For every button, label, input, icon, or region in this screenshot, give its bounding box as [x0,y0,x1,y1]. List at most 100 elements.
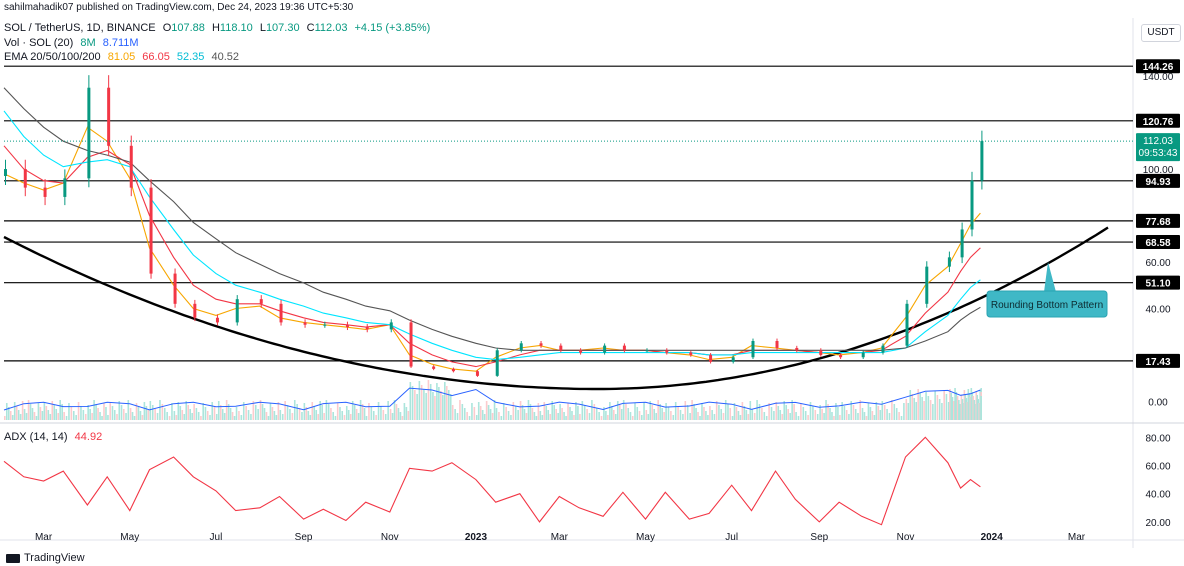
volume-bar [211,402,214,420]
volume-bar [403,403,406,420]
volume-bar [345,406,348,420]
volume-bar [204,407,207,420]
volume-bar [949,389,951,420]
legend-volume-label[interactable]: Vol · SOL (20) [4,37,74,49]
legend-change: +4.15 (+3.85%) [354,22,431,34]
footer-brand: TradingView [6,552,85,564]
volume-bar [684,401,687,420]
volume-bar [739,415,742,420]
candle-body [389,322,393,330]
volume-bar [301,412,303,420]
volume-bar [816,414,819,420]
level-label: 51.10 [1145,279,1170,290]
volume-bar [833,416,835,420]
volume-bar [962,403,965,420]
volume-bar [614,414,617,420]
volume-bar [861,408,864,420]
volume-bar [238,411,240,420]
volume-bar [151,405,154,420]
candle-body [495,350,499,376]
volume-bar [118,401,121,420]
candle-body [451,368,455,372]
volume-bar [625,404,627,420]
candle-body [149,187,153,274]
volume-bar [471,403,473,420]
volume-bar [215,414,218,420]
volume-bar [609,402,611,420]
candle-body [345,324,349,328]
volume-bar [507,411,510,420]
volume-bar [819,405,821,420]
volume-bar [296,404,298,420]
volume-bar [686,405,689,420]
candle-body [980,141,984,181]
volume-bar [339,407,341,420]
legend-adx-label[interactable]: ADX (14, 14) [4,431,68,443]
currency-selector[interactable]: USDT [1141,24,1181,42]
candle-body [665,350,669,353]
volume-bar [657,400,659,420]
volume-bar [240,415,243,420]
volume-bar [368,403,370,420]
volume-bar [735,407,738,420]
volume-bar [545,406,548,420]
candle-body [925,266,929,304]
volume-bar [907,403,910,420]
volume-bar [116,414,118,420]
volume-bar [459,400,461,420]
volume-bar [279,410,282,420]
volume-bar [770,407,773,420]
volume-bar [701,403,703,420]
volume-bar [651,405,654,420]
price-tick-label: 100.00 [1143,165,1174,176]
volume-bar [416,394,418,420]
candle-body [559,345,563,351]
volume-bar [709,406,711,420]
time-tick-label: 2024 [981,532,1004,543]
volume-bar [311,402,314,420]
volume-bar [129,408,132,420]
volume-bar [147,410,150,420]
volume-bar [389,409,392,420]
volume-bar [227,404,230,420]
volume-bar [875,402,878,420]
volume-bar [444,382,446,420]
volume-bar [325,400,328,420]
level-tag [1136,213,1180,228]
volume-bar [209,415,211,420]
volume-bar [965,398,968,420]
adx-tick-label: 80.00 [1145,433,1170,444]
volume-bar [761,408,763,420]
volume-bar [972,396,975,420]
volume-bar [695,408,697,420]
volume-bar [277,402,280,420]
volume-bar [519,401,522,420]
volume-bar [291,413,294,420]
volume-bar [523,409,526,420]
volume-bar [950,393,953,420]
volume-bar [895,408,898,420]
volume-bar [533,412,536,420]
volume-bar [13,402,16,420]
volume-bar [370,407,373,420]
volume-bar [495,408,498,420]
volume-bar [382,410,385,420]
volume-bar [173,411,176,420]
volume-bar [489,409,492,420]
legend-ema-label[interactable]: EMA 20/50/100/200 [4,51,101,63]
legend-symbol[interactable]: SOL / TetherUS, 1D, BINANCE [4,22,156,34]
volume-bar [977,399,980,420]
volume-bar [154,409,156,420]
volume-bar [502,403,505,420]
volume-bar [913,398,916,420]
volume-bar [839,415,841,420]
level-label: 120.76 [1143,117,1174,128]
volume-bar [958,400,960,420]
volume-bar [563,412,565,420]
volume-bar [141,415,144,420]
volume-bar [221,409,224,420]
legend-ema20: 81.05 [107,51,136,63]
volume-bar [655,413,658,420]
volume-bar [975,391,978,420]
